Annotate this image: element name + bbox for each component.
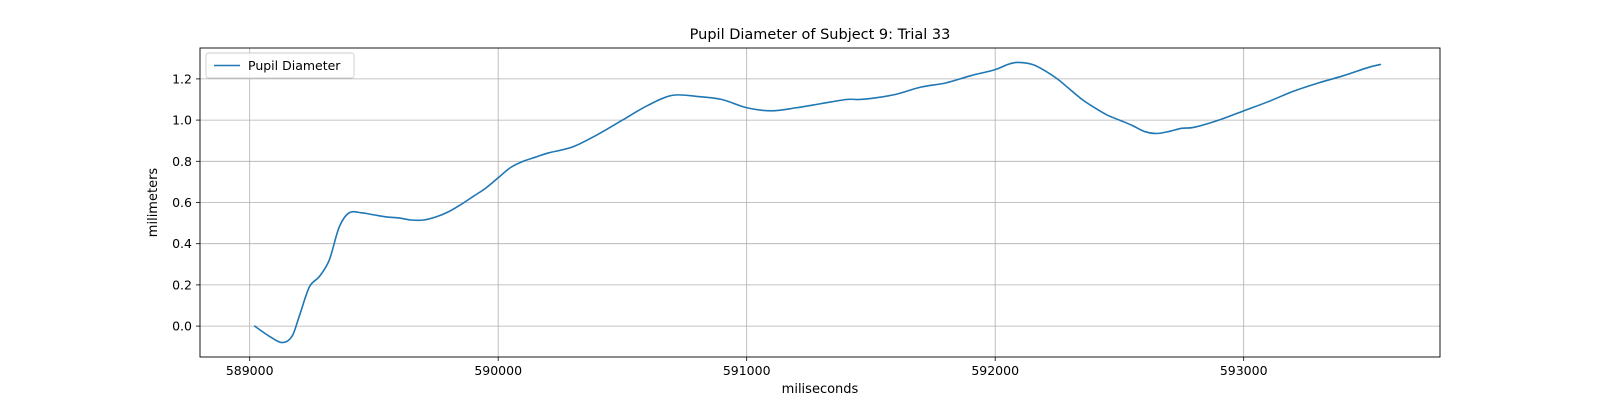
series-line-pupil-diameter [253, 61, 1382, 344]
y-tick-label: 0.2 [172, 277, 192, 292]
plot-frame [199, 47, 1441, 358]
y-tick-label: 0.8 [172, 154, 192, 169]
y-tick-label: 0.6 [172, 195, 192, 210]
x-tick-label: 591000 [723, 363, 771, 378]
y-axis-label: milimeters [146, 168, 161, 238]
x-tick-label: 593000 [1220, 363, 1268, 378]
legend-entry: Pupil Diameter [248, 58, 341, 73]
y-tick-label: 1.2 [172, 71, 192, 86]
x-axis-label: miliseconds [782, 382, 859, 397]
x-tick-label: 592000 [971, 363, 1019, 378]
x-tick-label: 590000 [474, 363, 522, 378]
chart-title: Pupil Diameter of Subject 9: Trial 33 [690, 27, 951, 43]
y-tick-label: 1.0 [172, 113, 192, 128]
y-tick-label: 0.0 [172, 319, 192, 334]
y-tick-label: 0.4 [172, 236, 192, 251]
legend-box [205, 52, 355, 79]
x-tick-label: 589000 [226, 363, 274, 378]
